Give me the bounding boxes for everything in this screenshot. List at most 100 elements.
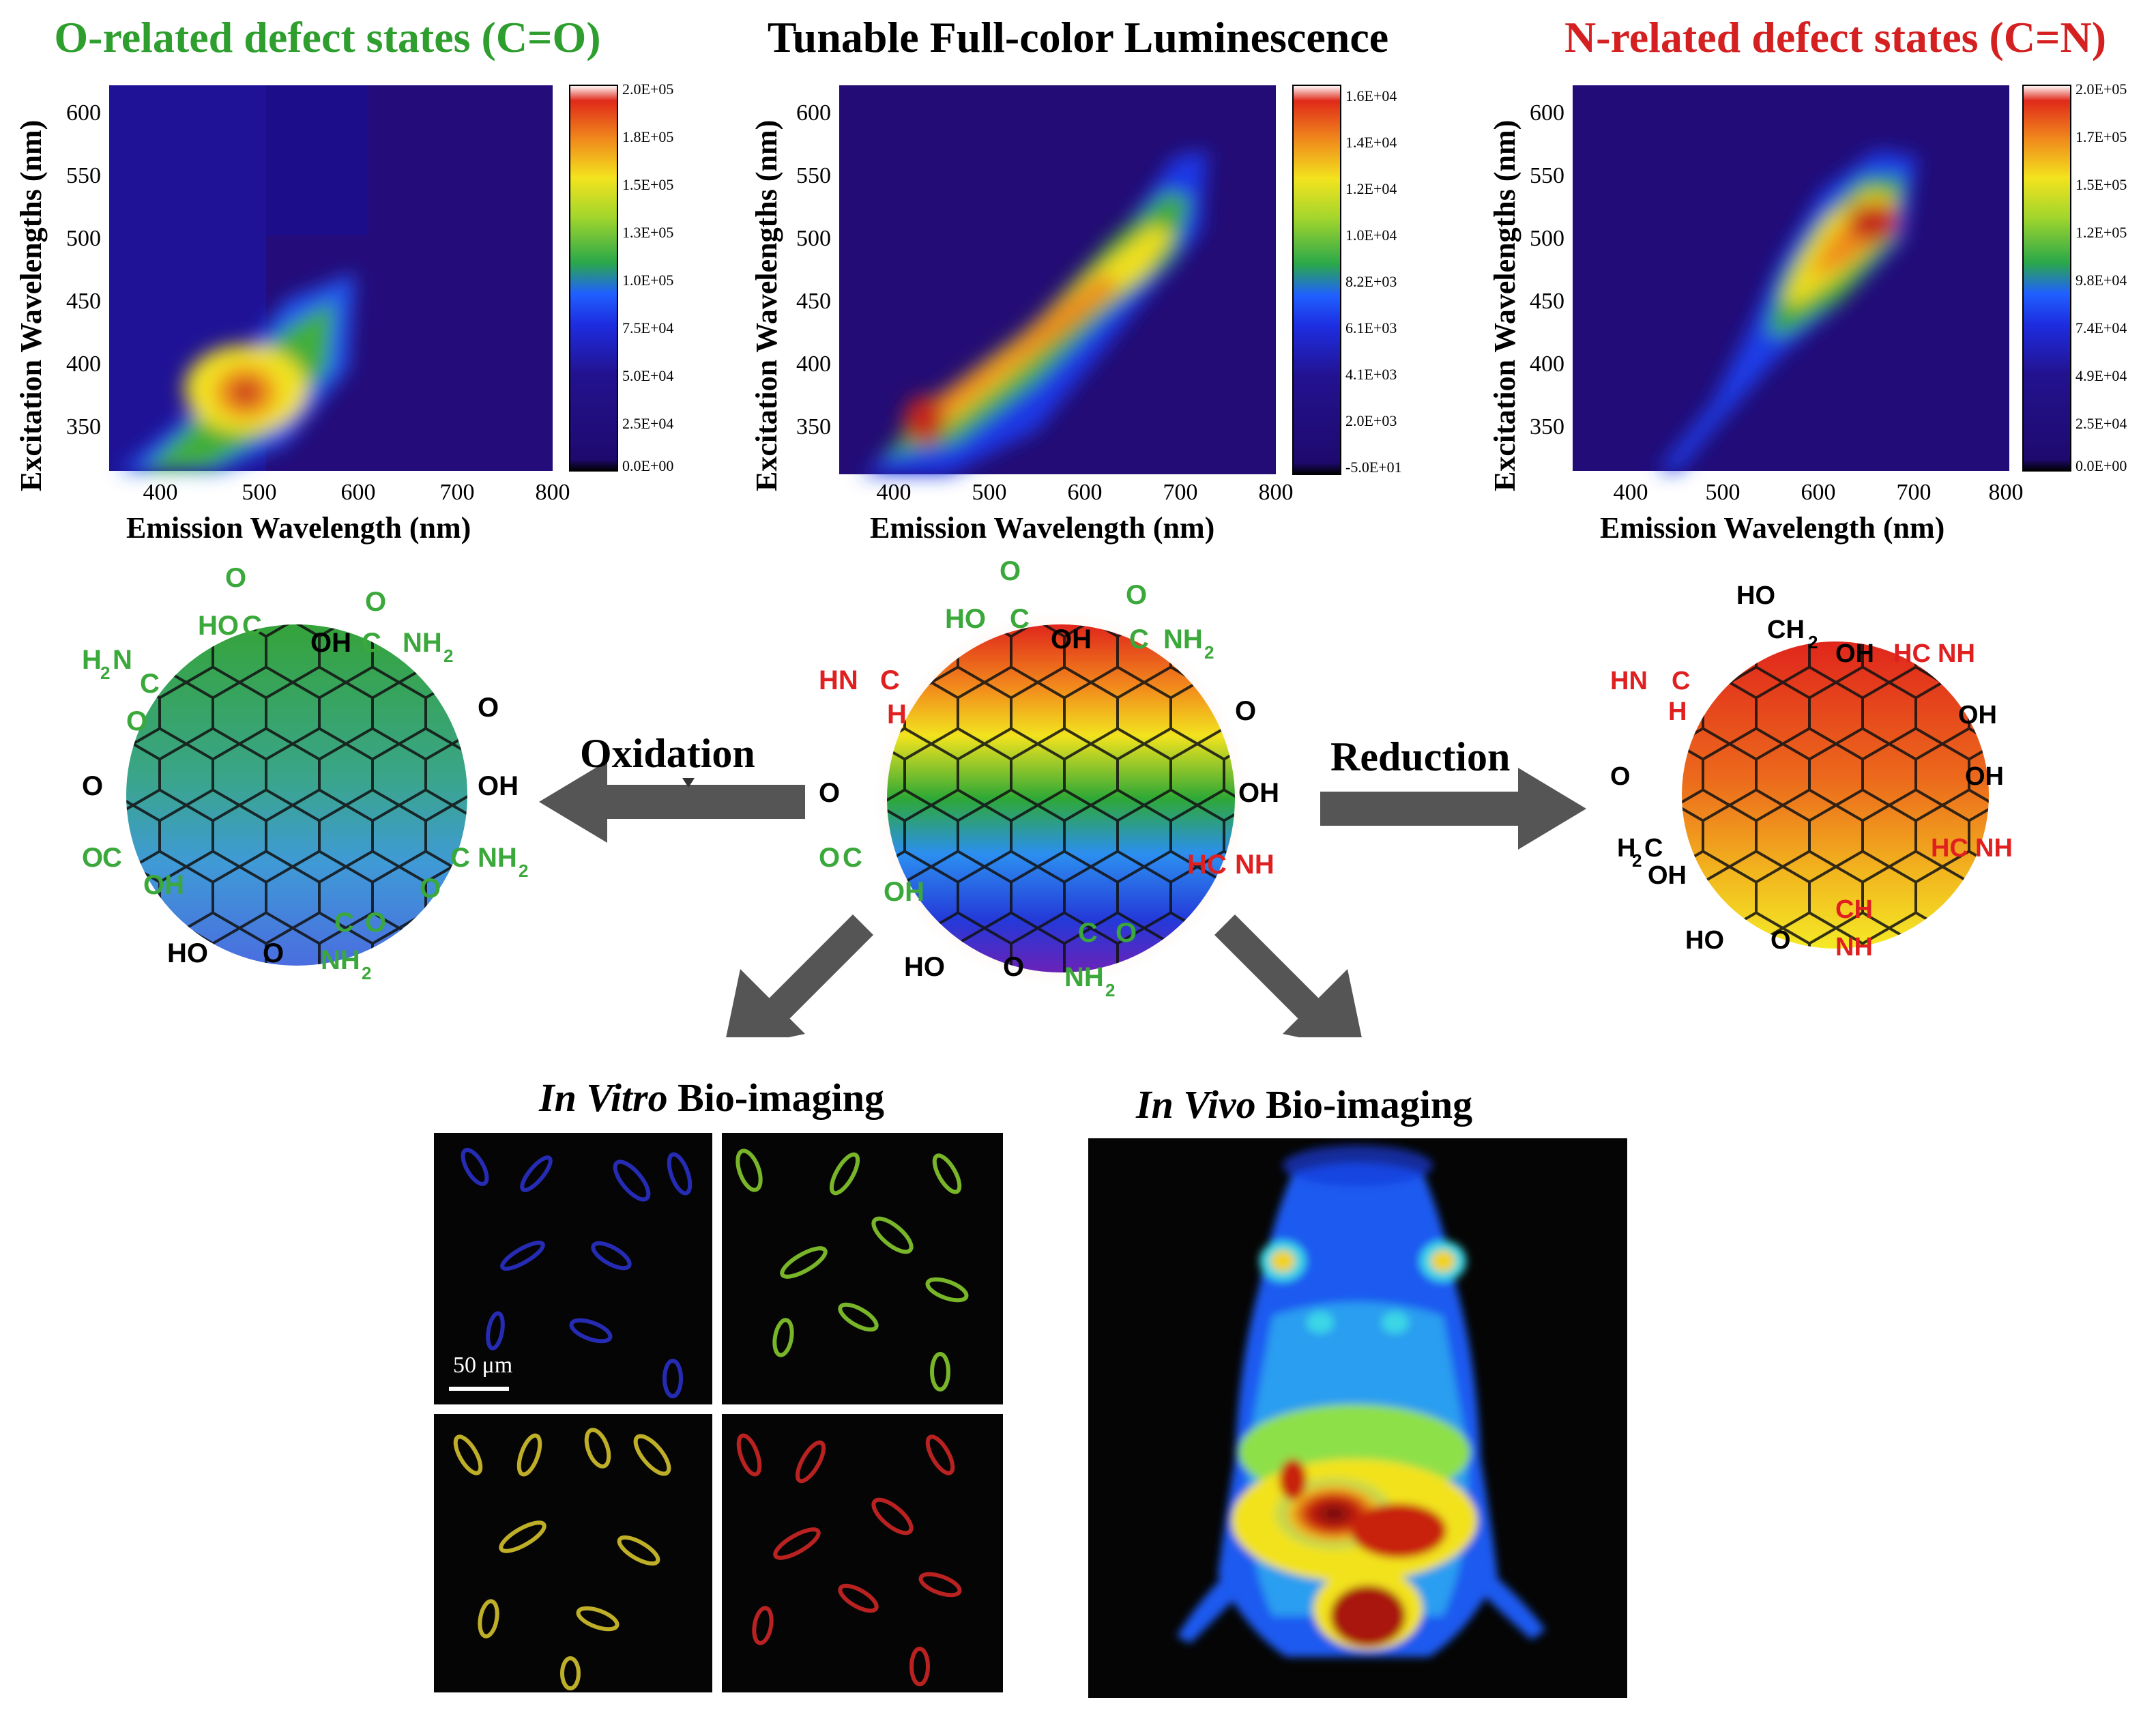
svg-text:400: 400	[143, 480, 178, 505]
svg-text:600: 600	[341, 480, 376, 505]
svg-text:O: O	[365, 587, 386, 617]
invitro-green-channel	[722, 1133, 1003, 1404]
svg-text:OH: OH	[1965, 762, 2004, 791]
invitro-grid: 50 μm	[434, 1133, 1003, 1692]
svg-text:OH: OH	[310, 628, 351, 658]
svg-text:HO: HO	[1736, 581, 1775, 610]
invivo-title: In Vivo Bio-imaging	[1136, 1082, 1472, 1127]
svg-text:1.0E+05: 1.0E+05	[622, 272, 673, 289]
svg-text:NH: NH	[1163, 624, 1203, 654]
svg-text:7.5E+04: 7.5E+04	[622, 319, 673, 336]
invitro-italic: In Vitro	[539, 1076, 668, 1120]
svg-text:HN: HN	[819, 665, 858, 695]
svg-text:OH: OH	[1051, 624, 1092, 654]
svg-text:1.8E+05: 1.8E+05	[622, 128, 673, 145]
svg-text:C: C	[1644, 834, 1663, 863]
svg-text:2.5E+04: 2.5E+04	[2075, 415, 2127, 432]
title-center: Tunable Full-color Luminescence	[767, 13, 1389, 61]
svg-text:O: O	[82, 843, 103, 873]
svg-text:-5.0E+01: -5.0E+01	[1345, 459, 1402, 476]
svg-text:8.2E+03: 8.2E+03	[1345, 273, 1397, 290]
svg-text:HO: HO	[167, 938, 208, 968]
ylabel-center: Excitation Wavelengths (nm)	[750, 119, 783, 491]
svg-text:1.7E+05: 1.7E+05	[2075, 128, 2127, 145]
svg-text:2.0E+05: 2.0E+05	[622, 81, 673, 98]
reduction-label: Reduction	[1330, 734, 1511, 779]
svg-text:NH: NH	[1938, 639, 1975, 668]
svg-text:NH: NH	[321, 945, 360, 975]
svg-text:H: H	[887, 699, 907, 730]
svg-text:NH: NH	[1235, 850, 1274, 880]
svg-text:500: 500	[796, 226, 831, 251]
heatmap-left: 350 400 450 500 550 600 400 500 600 700 …	[66, 81, 673, 505]
heatmap-center: 350 400 450 500 550 600 400 500 600 700 …	[796, 85, 1402, 505]
svg-text:O: O	[1235, 696, 1256, 726]
svg-text:O: O	[263, 938, 284, 968]
svg-text:6.1E+03: 6.1E+03	[1345, 319, 1397, 336]
svg-text:550: 550	[66, 163, 101, 188]
svg-text:1.4E+04: 1.4E+04	[1345, 134, 1397, 151]
svg-text:2.0E+03: 2.0E+03	[1345, 412, 1397, 429]
invivo-italic: In Vivo	[1136, 1082, 1256, 1127]
svg-text:C: C	[102, 843, 122, 873]
svg-text:550: 550	[1530, 163, 1564, 188]
svg-text:800: 800	[1989, 480, 2024, 505]
svg-text:450: 450	[66, 289, 101, 314]
svg-text:2.5E+04: 2.5E+04	[622, 415, 673, 432]
oxidation-arrow	[539, 761, 805, 843]
scale-bar-label: 50 μm	[453, 1353, 513, 1378]
x-ticks: 400 500 600 700 800	[143, 480, 570, 505]
svg-text:800: 800	[1259, 480, 1294, 505]
svg-text:HC: HC	[1893, 639, 1931, 668]
svg-text:OH: OH	[143, 870, 184, 900]
svg-text:HO: HO	[945, 604, 986, 634]
svg-text:2: 2	[362, 963, 371, 983]
svg-text:H: H	[82, 645, 102, 675]
svg-text:C: C	[843, 843, 862, 873]
svg-text:O: O	[365, 908, 386, 938]
svg-text:NH: NH	[1975, 834, 2013, 863]
svg-text:1.6E+04: 1.6E+04	[1345, 87, 1397, 104]
svg-text:1.3E+05: 1.3E+05	[622, 224, 673, 241]
svg-text:2: 2	[1204, 642, 1214, 663]
svg-text:600: 600	[1530, 100, 1564, 126]
svg-text:500: 500	[972, 480, 1007, 505]
svg-text:2: 2	[519, 861, 528, 881]
plot-area	[1573, 85, 2009, 471]
oxidation-tick	[682, 778, 695, 788]
svg-text:C: C	[1129, 624, 1149, 654]
svg-text:OH: OH	[478, 771, 519, 801]
svg-text:H: H	[1668, 697, 1687, 726]
svg-text:O: O	[82, 771, 103, 801]
svg-text:700: 700	[1897, 480, 1932, 505]
svg-text:O: O	[478, 693, 499, 723]
svg-text:0.0E+00: 0.0E+00	[2075, 457, 2127, 474]
invitro-title: In Vitro Bio-imaging	[539, 1075, 884, 1121]
y-ticks: 350 400 450 500 550 600	[1530, 100, 1564, 439]
y-ticks: 350 400 450 500 550 600	[66, 100, 101, 439]
svg-text:C: C	[334, 908, 354, 938]
svg-text:2: 2	[100, 663, 110, 683]
svg-text:OH: OH	[1835, 639, 1874, 668]
svg-text:HO: HO	[1685, 926, 1724, 955]
invitro-blue-channel: 50 μm	[434, 1133, 712, 1404]
svg-text:800: 800	[536, 480, 570, 505]
svg-text:HO: HO	[904, 952, 945, 982]
svg-text:HO: HO	[198, 611, 239, 641]
svg-text:C: C	[242, 611, 262, 641]
svg-text:600: 600	[1068, 480, 1103, 505]
svg-text:600: 600	[66, 100, 101, 126]
heatmap-right: 350 400 450 500 550 600 400 500 600 700 …	[1530, 81, 2127, 505]
svg-text:O: O	[819, 778, 840, 808]
invitro-rest: Bio-imaging	[667, 1076, 885, 1120]
svg-text:0.0E+00: 0.0E+00	[622, 457, 673, 474]
svg-text:O: O	[1610, 762, 1631, 791]
svg-text:400: 400	[1614, 480, 1648, 505]
svg-text:7.4E+04: 7.4E+04	[2075, 319, 2127, 336]
svg-text:4.1E+03: 4.1E+03	[1345, 366, 1397, 383]
y-ticks: 350 400 450 500 550 600	[796, 100, 831, 439]
xlabel-center: Emission Wavelength (nm)	[870, 511, 1215, 545]
svg-text:2: 2	[1632, 850, 1642, 871]
oxidation-label: Oxidation	[580, 731, 755, 776]
reduction-arrow	[1320, 768, 1586, 850]
